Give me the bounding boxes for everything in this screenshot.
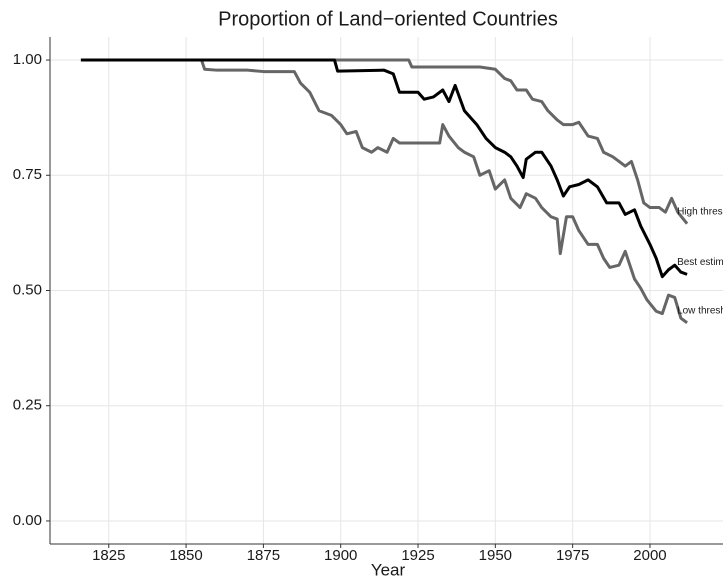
series-label: Best estimate [677,257,723,268]
y-tick-label: 0.00 [13,512,42,529]
series-label: High threshold [677,206,723,217]
x-tick-label: 1975 [556,547,589,564]
y-tick-label: 0.50 [13,281,42,298]
y-tick-label: 1.00 [13,51,42,68]
x-tick-label: 1925 [401,547,434,564]
y-tick-label: 0.25 [13,397,42,414]
series-line [80,58,689,225]
series-label: Low threshold [677,305,723,316]
x-tick-label: 1825 [92,547,125,564]
x-tick-label: 1875 [247,547,280,564]
series-line [80,58,688,279]
x-tick-label: 1850 [169,547,202,564]
x-tick-label: 1950 [479,547,512,564]
y-tick-label: 0.75 [13,166,42,183]
chart-title: Proportion of Land−oriented Countries [218,8,558,30]
x-tick-label: 1900 [324,547,357,564]
series-line [80,58,688,324]
x-tick-label: 2000 [633,547,666,564]
x-axis-label: Year [371,560,406,579]
